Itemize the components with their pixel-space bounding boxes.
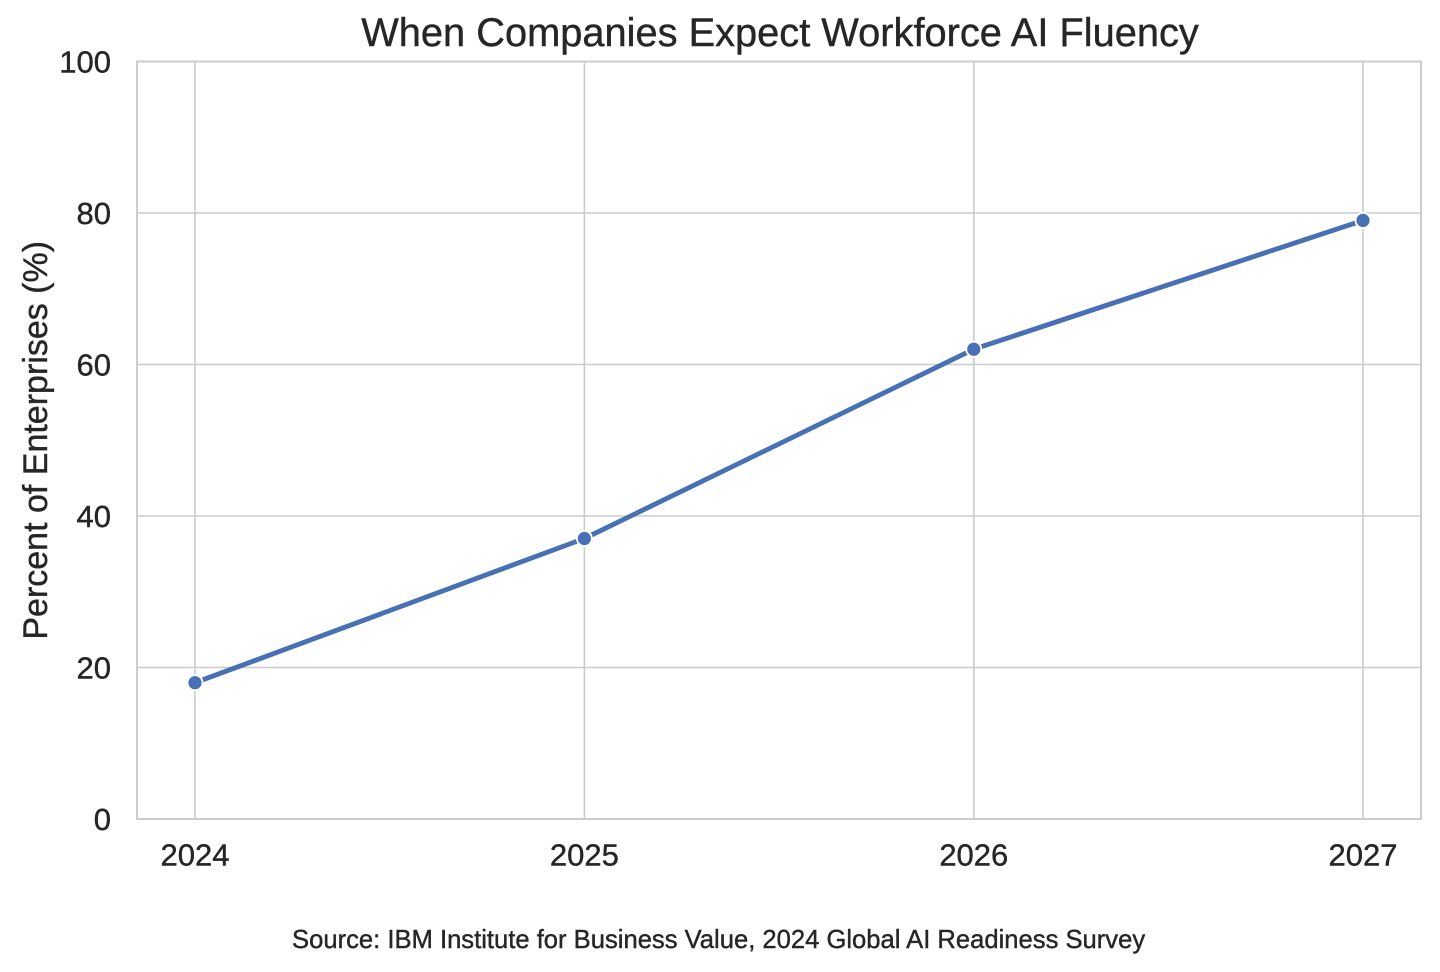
svg-text:2026: 2026 bbox=[939, 838, 1008, 873]
svg-text:80: 80 bbox=[77, 196, 111, 231]
svg-text:When Companies Expect Workforc: When Companies Expect Workforce AI Fluen… bbox=[361, 11, 1199, 55]
svg-text:Percent of Enterprises (%): Percent of Enterprises (%) bbox=[17, 241, 55, 640]
svg-text:0: 0 bbox=[94, 802, 111, 837]
svg-text:2024: 2024 bbox=[161, 838, 230, 873]
svg-text:Source: IBM Institute for Busi: Source: IBM Institute for Business Value… bbox=[292, 926, 1145, 954]
svg-text:20: 20 bbox=[77, 651, 111, 686]
svg-text:60: 60 bbox=[77, 348, 111, 383]
svg-text:2027: 2027 bbox=[1329, 838, 1398, 873]
svg-text:100: 100 bbox=[59, 45, 111, 80]
svg-text:2025: 2025 bbox=[550, 838, 619, 873]
svg-text:40: 40 bbox=[77, 499, 111, 534]
